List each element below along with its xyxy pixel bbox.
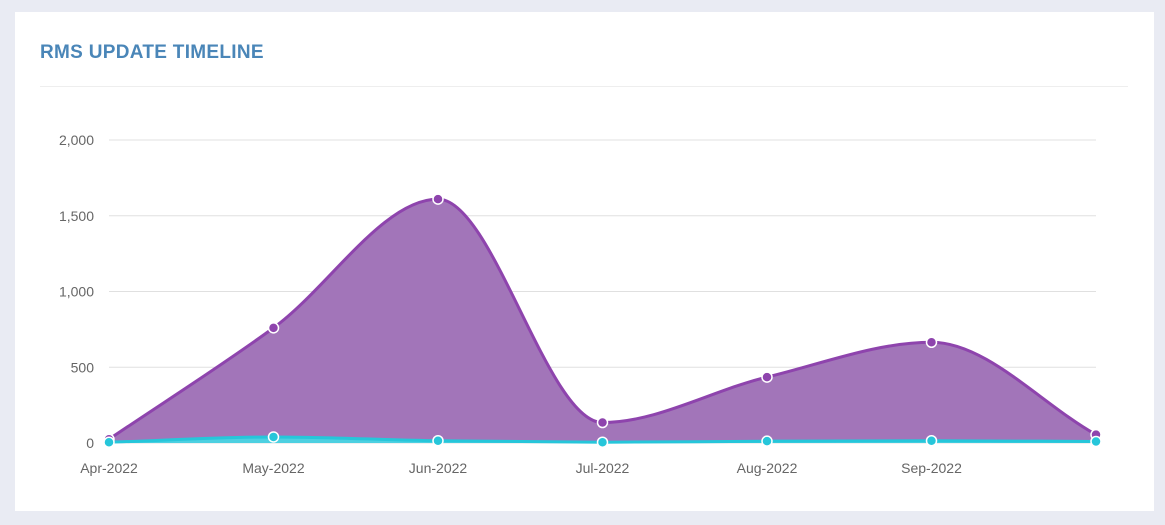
y-tick-label: 1,000 <box>59 284 94 300</box>
series-1-point <box>103 436 115 448</box>
x-tick-label: Sep-2022 <box>901 460 962 476</box>
series-1-point <box>761 435 773 447</box>
x-tick-label: Apr-2022 <box>80 460 138 476</box>
y-tick-label: 500 <box>71 359 95 375</box>
series-0-point <box>761 371 773 383</box>
x-tick-label: Aug-2022 <box>737 460 798 476</box>
series-0-point <box>596 416 609 429</box>
series-1-point <box>267 431 280 443</box>
x-tick-label: Jul-2022 <box>576 460 630 476</box>
series-1-point <box>925 434 938 447</box>
series-1-point <box>432 434 444 447</box>
series-0-point <box>925 336 938 349</box>
series-1-point <box>596 436 609 448</box>
x-tick-label: May-2022 <box>242 460 304 476</box>
series-0-point <box>267 322 280 334</box>
y-tick-label: 2,000 <box>59 132 94 148</box>
card-title: RMS UPDATE TIMELINE <box>40 42 264 63</box>
series-0-area <box>109 199 1096 443</box>
x-tick-label: Jun-2022 <box>409 460 468 476</box>
series-1-point <box>1090 435 1102 448</box>
series-0-point <box>432 193 444 205</box>
title-divider <box>40 86 1128 87</box>
y-tick-label: 0 <box>86 435 94 451</box>
y-tick-label: 1,500 <box>59 208 94 224</box>
